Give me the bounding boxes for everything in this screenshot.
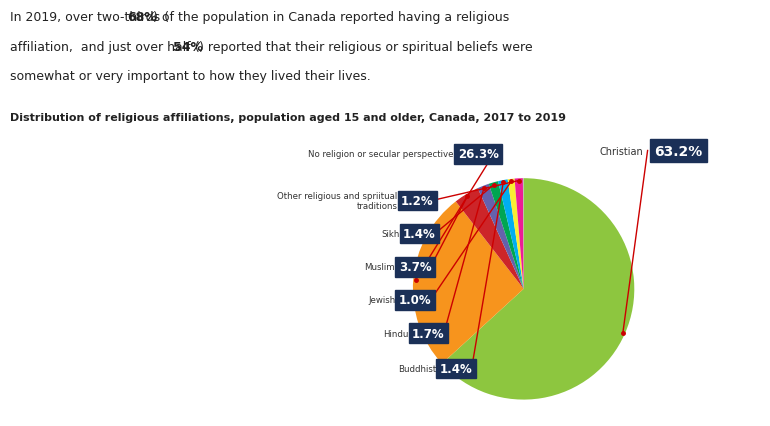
Text: In 2019, over two-thirds (: In 2019, over two-thirds ( (10, 11, 169, 23)
Text: 54%: 54% (173, 40, 203, 53)
Text: 68%: 68% (127, 11, 157, 23)
Text: Distribution of religious affiliations, population aged 15 and older, Canada, 20: Distribution of religious affiliations, … (10, 113, 566, 123)
Text: 1.4%: 1.4% (403, 227, 436, 240)
Text: Muslim: Muslim (364, 262, 395, 272)
Text: 3.7%: 3.7% (399, 261, 431, 273)
Wedge shape (442, 179, 634, 400)
Wedge shape (507, 179, 524, 289)
Text: Sikh: Sikh (381, 230, 400, 239)
Text: 26.3%: 26.3% (458, 148, 499, 161)
Text: 1.7%: 1.7% (412, 327, 445, 340)
Wedge shape (456, 189, 524, 289)
Text: 1.4%: 1.4% (440, 362, 473, 375)
Text: Christian: Christian (599, 146, 643, 156)
Wedge shape (477, 184, 524, 289)
Text: ) of the population in Canada reported having a religious: ) of the population in Canada reported h… (153, 11, 510, 23)
Wedge shape (498, 180, 524, 289)
Text: Buddhist: Buddhist (398, 364, 436, 373)
Text: Other religious and spriitual
traditions: Other religious and spriitual traditions (277, 191, 397, 210)
Wedge shape (514, 179, 524, 289)
Text: ) reported that their religious or spiritual beliefs were: ) reported that their religious or spiri… (199, 40, 533, 53)
Wedge shape (489, 182, 524, 289)
Text: somewhat or very important to how they lived their lives.: somewhat or very important to how they l… (10, 70, 371, 83)
Text: 1.2%: 1.2% (401, 194, 434, 207)
Text: Jewish: Jewish (368, 296, 395, 305)
Text: affiliation,  and just over half (: affiliation, and just over half ( (10, 40, 199, 53)
Text: 1.0%: 1.0% (399, 294, 431, 307)
Text: 63.2%: 63.2% (654, 144, 703, 158)
Wedge shape (413, 202, 524, 364)
Text: No religion or secular perspectives: No religion or secular perspectives (308, 150, 458, 159)
Text: Hindu: Hindu (383, 329, 408, 338)
